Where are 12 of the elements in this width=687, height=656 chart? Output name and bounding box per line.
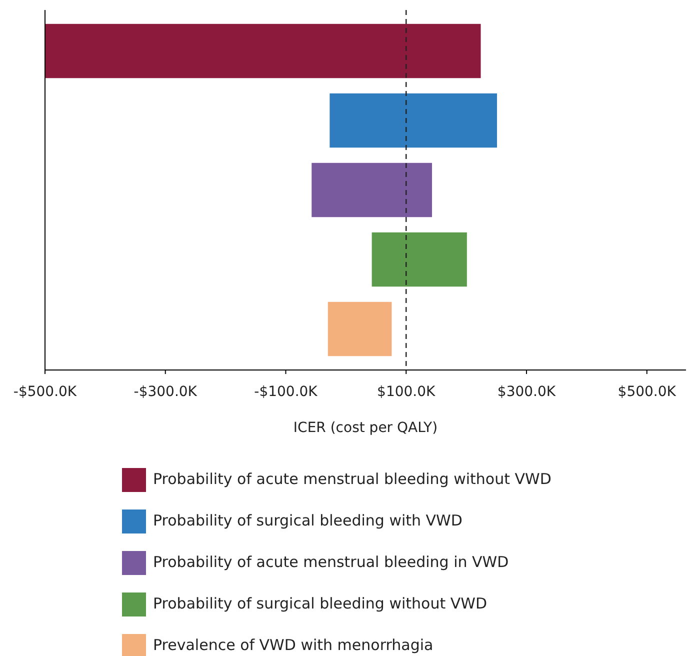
legend-label: Probability of surgical bleeding without VWD — [153, 594, 488, 613]
legend-label: Probability of surgical bleeding with VWD — [153, 512, 462, 530]
x-tick-label: $500.0K — [618, 384, 677, 400]
legend-label: Probability of acute menstrual bleeding without VWD — [153, 470, 552, 488]
x-tick-label: -$500.0K — [13, 384, 78, 400]
x-tick-label: -$100.0K — [254, 384, 318, 400]
x-tick-label: $100.0K — [377, 384, 436, 400]
x-axis-title: ICER (cost per QALY) — [293, 420, 438, 436]
x-tick-label: -$300.0K — [134, 384, 198, 400]
x-tick-label: $300.0K — [497, 384, 556, 400]
legend-label: Prevalence of VWD with menorrhagia — [153, 636, 434, 654]
legend-label: Probability of acute menstrual bleeding in VWD — [153, 553, 509, 572]
